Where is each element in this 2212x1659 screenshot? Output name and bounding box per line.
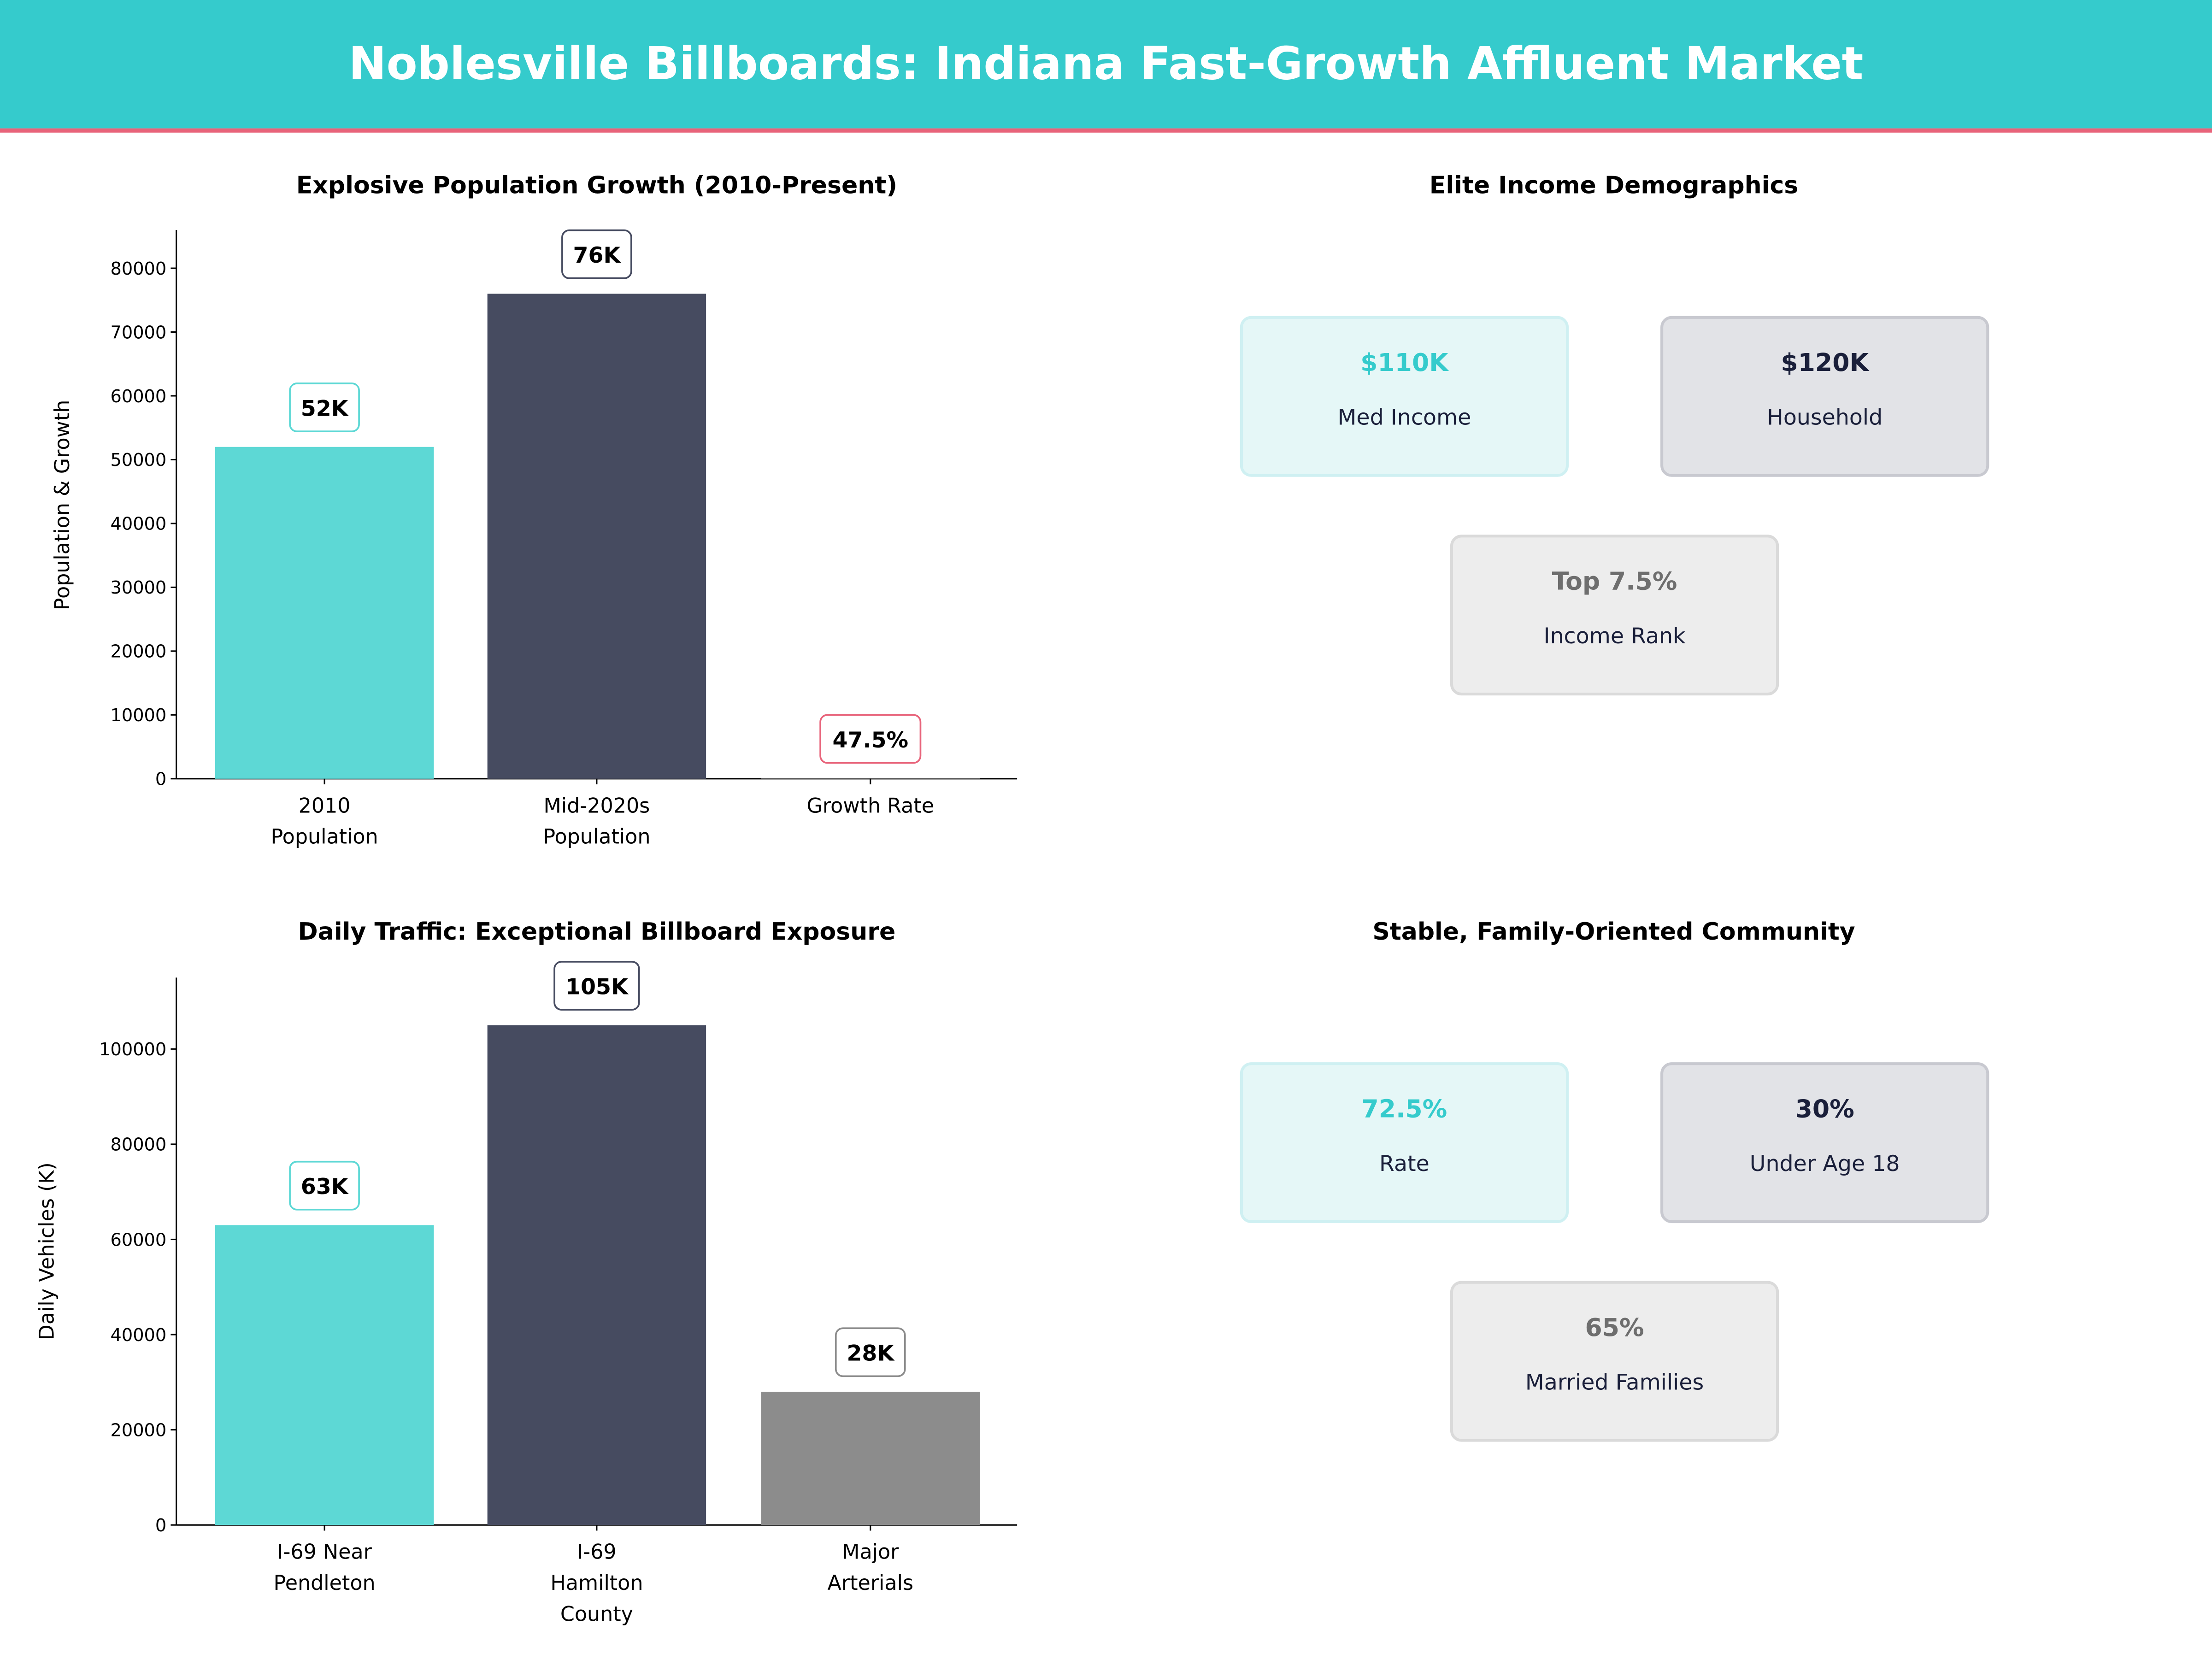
data-label-box <box>561 229 632 279</box>
stat-card: 72.5% Rate <box>1240 1062 1569 1224</box>
y-tick-label: 40000 <box>111 514 167 535</box>
y-tick-label: 60000 <box>111 386 167 407</box>
stat-card-background <box>1450 535 1779 696</box>
x-tick-label: I-69 Near <box>277 1541 372 1564</box>
stat-card: $120K Household <box>1660 316 1989 477</box>
x-tick-label: County <box>560 1602 633 1626</box>
x-tick-label: I-69 <box>577 1541 617 1564</box>
data-label: 63K <box>301 1174 349 1200</box>
y-tick-label: 20000 <box>111 641 167 662</box>
y-tick-label: 80000 <box>111 1135 167 1155</box>
x-tick-label: Pendleton <box>274 1571 376 1595</box>
stat-card-label: Med Income <box>1338 405 1471 430</box>
stat-card: Top 7.5% Income Rank <box>1450 535 1779 696</box>
y-axis-label: Population & Growth <box>51 400 74 611</box>
data-label-box <box>289 382 360 432</box>
stat-card-value: $110K <box>1360 348 1449 377</box>
stat-card-label: Household <box>1767 405 1883 430</box>
data-label: 76K <box>573 243 622 268</box>
header-banner <box>0 0 2212 129</box>
bar <box>215 447 434 779</box>
y-tick-label: 0 <box>155 1515 166 1536</box>
chart-title: Explosive Population Growth (2010-Presen… <box>296 171 897 199</box>
page-title: Noblesville Billboards: Indiana Fast-Gro… <box>349 37 1864 90</box>
header-accent-line <box>0 128 2212 133</box>
data-label-box <box>819 714 922 764</box>
data-label: 52K <box>301 396 349 421</box>
x-tick-label: Arterials <box>828 1571 914 1595</box>
y-tick-label: 100000 <box>99 1039 166 1060</box>
y-tick-label: 0 <box>155 769 166 790</box>
x-tick-label: Hamilton <box>550 1571 643 1595</box>
panel-title: Elite Income Demographics <box>1430 171 1799 199</box>
y-tick-label: 10000 <box>111 705 167 726</box>
daily-traffic-chart: Daily Traffic: Exceptional Billboard Exp… <box>35 918 1018 1626</box>
stat-card-value: Top 7.5% <box>1552 567 1677 596</box>
data-label: 47.5% <box>832 728 908 753</box>
data-label: 105K <box>565 974 629 1000</box>
population-growth-chart: Explosive Population Growth (2010-Presen… <box>51 171 1018 849</box>
data-label-box <box>835 1327 906 1377</box>
stat-card-background <box>1450 1281 1779 1442</box>
bar <box>215 1225 434 1525</box>
x-tick-label: Mid-2020s <box>543 794 650 818</box>
y-tick-label: 70000 <box>111 322 167 343</box>
stat-card-value: 30% <box>1795 1094 1854 1123</box>
x-tick-label: 2010 <box>299 794 351 818</box>
stat-card-background <box>1660 316 1989 477</box>
stat-card-value: 65% <box>1585 1313 1644 1342</box>
data-label-box <box>289 1160 360 1211</box>
y-tick-label: 80000 <box>111 259 167 279</box>
stat-card-label: Income Rank <box>1543 624 1686 649</box>
x-tick-label: Population <box>271 825 378 849</box>
x-tick-label: Major <box>842 1541 899 1564</box>
stat-card: 65% Married Families <box>1450 1281 1779 1442</box>
income-panel: Elite Income Demographics $110K Med Incom… <box>1240 171 1989 696</box>
data-label: 28K <box>847 1341 895 1366</box>
x-tick-label: Growth Rate <box>807 794 934 818</box>
y-tick-label: 20000 <box>111 1420 167 1441</box>
stat-card-label: Rate <box>1379 1151 1430 1177</box>
x-tick-label: Population <box>543 825 650 849</box>
community-panel: Stable, Family-Oriented Community 72.5% R… <box>1240 918 1989 1442</box>
panel-title: Stable, Family-Oriented Community <box>1372 918 1855 946</box>
bar <box>761 778 980 779</box>
y-tick-label: 30000 <box>111 577 167 598</box>
stat-card-background <box>1240 1062 1569 1224</box>
stat-card-background <box>1660 1062 1989 1224</box>
y-tick-label: 60000 <box>111 1230 167 1250</box>
data-label-box <box>553 961 640 1011</box>
bar <box>487 1025 706 1525</box>
chart-title: Daily Traffic: Exceptional Billboard Exp… <box>298 918 896 946</box>
stat-card-label: Under Age 18 <box>1750 1151 1900 1177</box>
stat-card-background <box>1240 316 1569 477</box>
y-tick-label: 50000 <box>111 450 167 471</box>
y-tick-label: 40000 <box>111 1325 167 1346</box>
stat-card-value: 72.5% <box>1362 1094 1447 1123</box>
stat-card-value: $120K <box>1781 348 1870 377</box>
stat-card: $110K Med Income <box>1240 316 1569 477</box>
bar <box>761 1391 980 1525</box>
y-axis-label: Daily Vehicles (K) <box>35 1162 59 1340</box>
stat-card-label: Married Families <box>1525 1370 1704 1395</box>
bar <box>487 294 706 779</box>
stat-card: 30% Under Age 18 <box>1660 1062 1989 1224</box>
